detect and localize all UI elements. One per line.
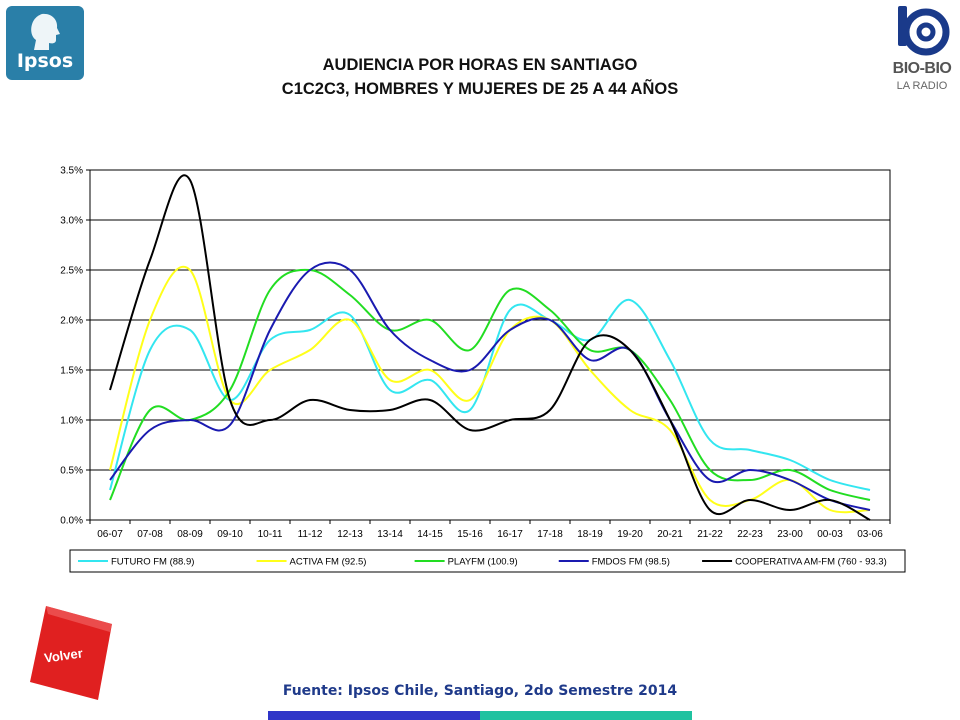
legend-label-3: FMDOS FM (98.5) — [592, 557, 670, 568]
y-tick-label: 3.0% — [60, 216, 83, 227]
y-tick-label: 2.0% — [60, 316, 83, 327]
legend-label-4: COOPERATIVA AM-FM (760 - 93.3) — [735, 557, 887, 568]
series-line-1 — [109, 265, 871, 514]
source-note: Fuente: Ipsos Chile, Santiago, 2do Semes… — [282, 683, 678, 699]
legend — [69, 549, 906, 573]
x-tick-label: 14-15 — [417, 529, 443, 540]
x-tick-label: 06-07 — [97, 529, 123, 540]
series-line-3 — [109, 261, 871, 511]
ipsos-logo: Ipsos — [6, 6, 84, 80]
legend-label-2: PLAYFM (100.9) — [448, 557, 518, 568]
chart-title-line2: C1C2C3, HOMBRES Y MUJERES DE 25 A 44 AÑO… — [281, 80, 679, 98]
x-tick-label: 10-11 — [258, 529, 283, 540]
series-line-2 — [109, 268, 871, 501]
x-tick-label: 23-00 — [777, 529, 803, 540]
ipsos-logo-text: Ipsos — [16, 50, 74, 72]
legend-label-1: ACTIVA FM (92.5) — [290, 557, 367, 568]
y-tick-label: 3.5% — [60, 166, 83, 177]
x-tick-label: 11-12 — [298, 529, 323, 540]
volver-shape — [30, 606, 112, 700]
x-tick-label: 19-20 — [617, 529, 643, 540]
y-tick-label: 0.0% — [60, 516, 83, 527]
y-tick-label: 2.5% — [60, 266, 83, 277]
x-tick-label: 13-14 — [377, 529, 403, 540]
x-tick-label: 08-09 — [177, 529, 203, 540]
footer-bar-blue — [268, 711, 480, 720]
series-line-4 — [109, 174, 871, 521]
chart-container: 0.0% 0.5% 1.0% 1.5% 2.0% 2.5% 3.0% 3.5% 06-07 07-… — [20, 155, 920, 585]
y-tick-label: 1.5% — [60, 366, 83, 377]
x-tick-label: 09-10 — [217, 529, 243, 540]
biobio-logo-subtext: LA RADIO — [896, 80, 948, 92]
y-tick-label: 0.5% — [60, 466, 83, 477]
plot-area — [89, 169, 891, 521]
x-tick-label: 07-08 — [137, 529, 163, 540]
x-tick-label: 18-19 — [577, 529, 603, 540]
x-tick-label: 22-23 — [737, 529, 763, 540]
ipsos-head-icon — [31, 13, 60, 51]
x-tick-label: 20-21 — [657, 529, 683, 540]
biobio-logo-text: BIO-BIO — [892, 60, 952, 77]
legend-label-0: FUTURO FM (88.9) — [111, 557, 194, 568]
y-tick-label: 1.0% — [60, 416, 83, 427]
x-tick-label: 03-06 — [857, 529, 883, 540]
x-tick-label: 21-22 — [697, 529, 723, 540]
biobio-logo: BIO-BIO LA RADIO — [886, 4, 958, 104]
x-tick-label: 15-16 — [457, 529, 483, 540]
x-tick-label: 16-17 — [497, 529, 523, 540]
x-tick-label: 17-18 — [537, 529, 563, 540]
line-chart: 0.0% 0.5% 1.0% 1.5% 2.0% 2.5% 3.0% 3.5% 06-07 07-… — [60, 166, 906, 573]
chart-title-line1: AUDIENCIA POR HORAS EN SANTIAGO — [322, 56, 638, 74]
x-tick-label: 12-13 — [337, 529, 363, 540]
volver-button[interactable]: Volver — [26, 602, 116, 702]
biobio-icon — [898, 6, 950, 56]
x-tick-label: 00-03 — [817, 529, 843, 540]
footer-bar-teal — [480, 711, 692, 720]
